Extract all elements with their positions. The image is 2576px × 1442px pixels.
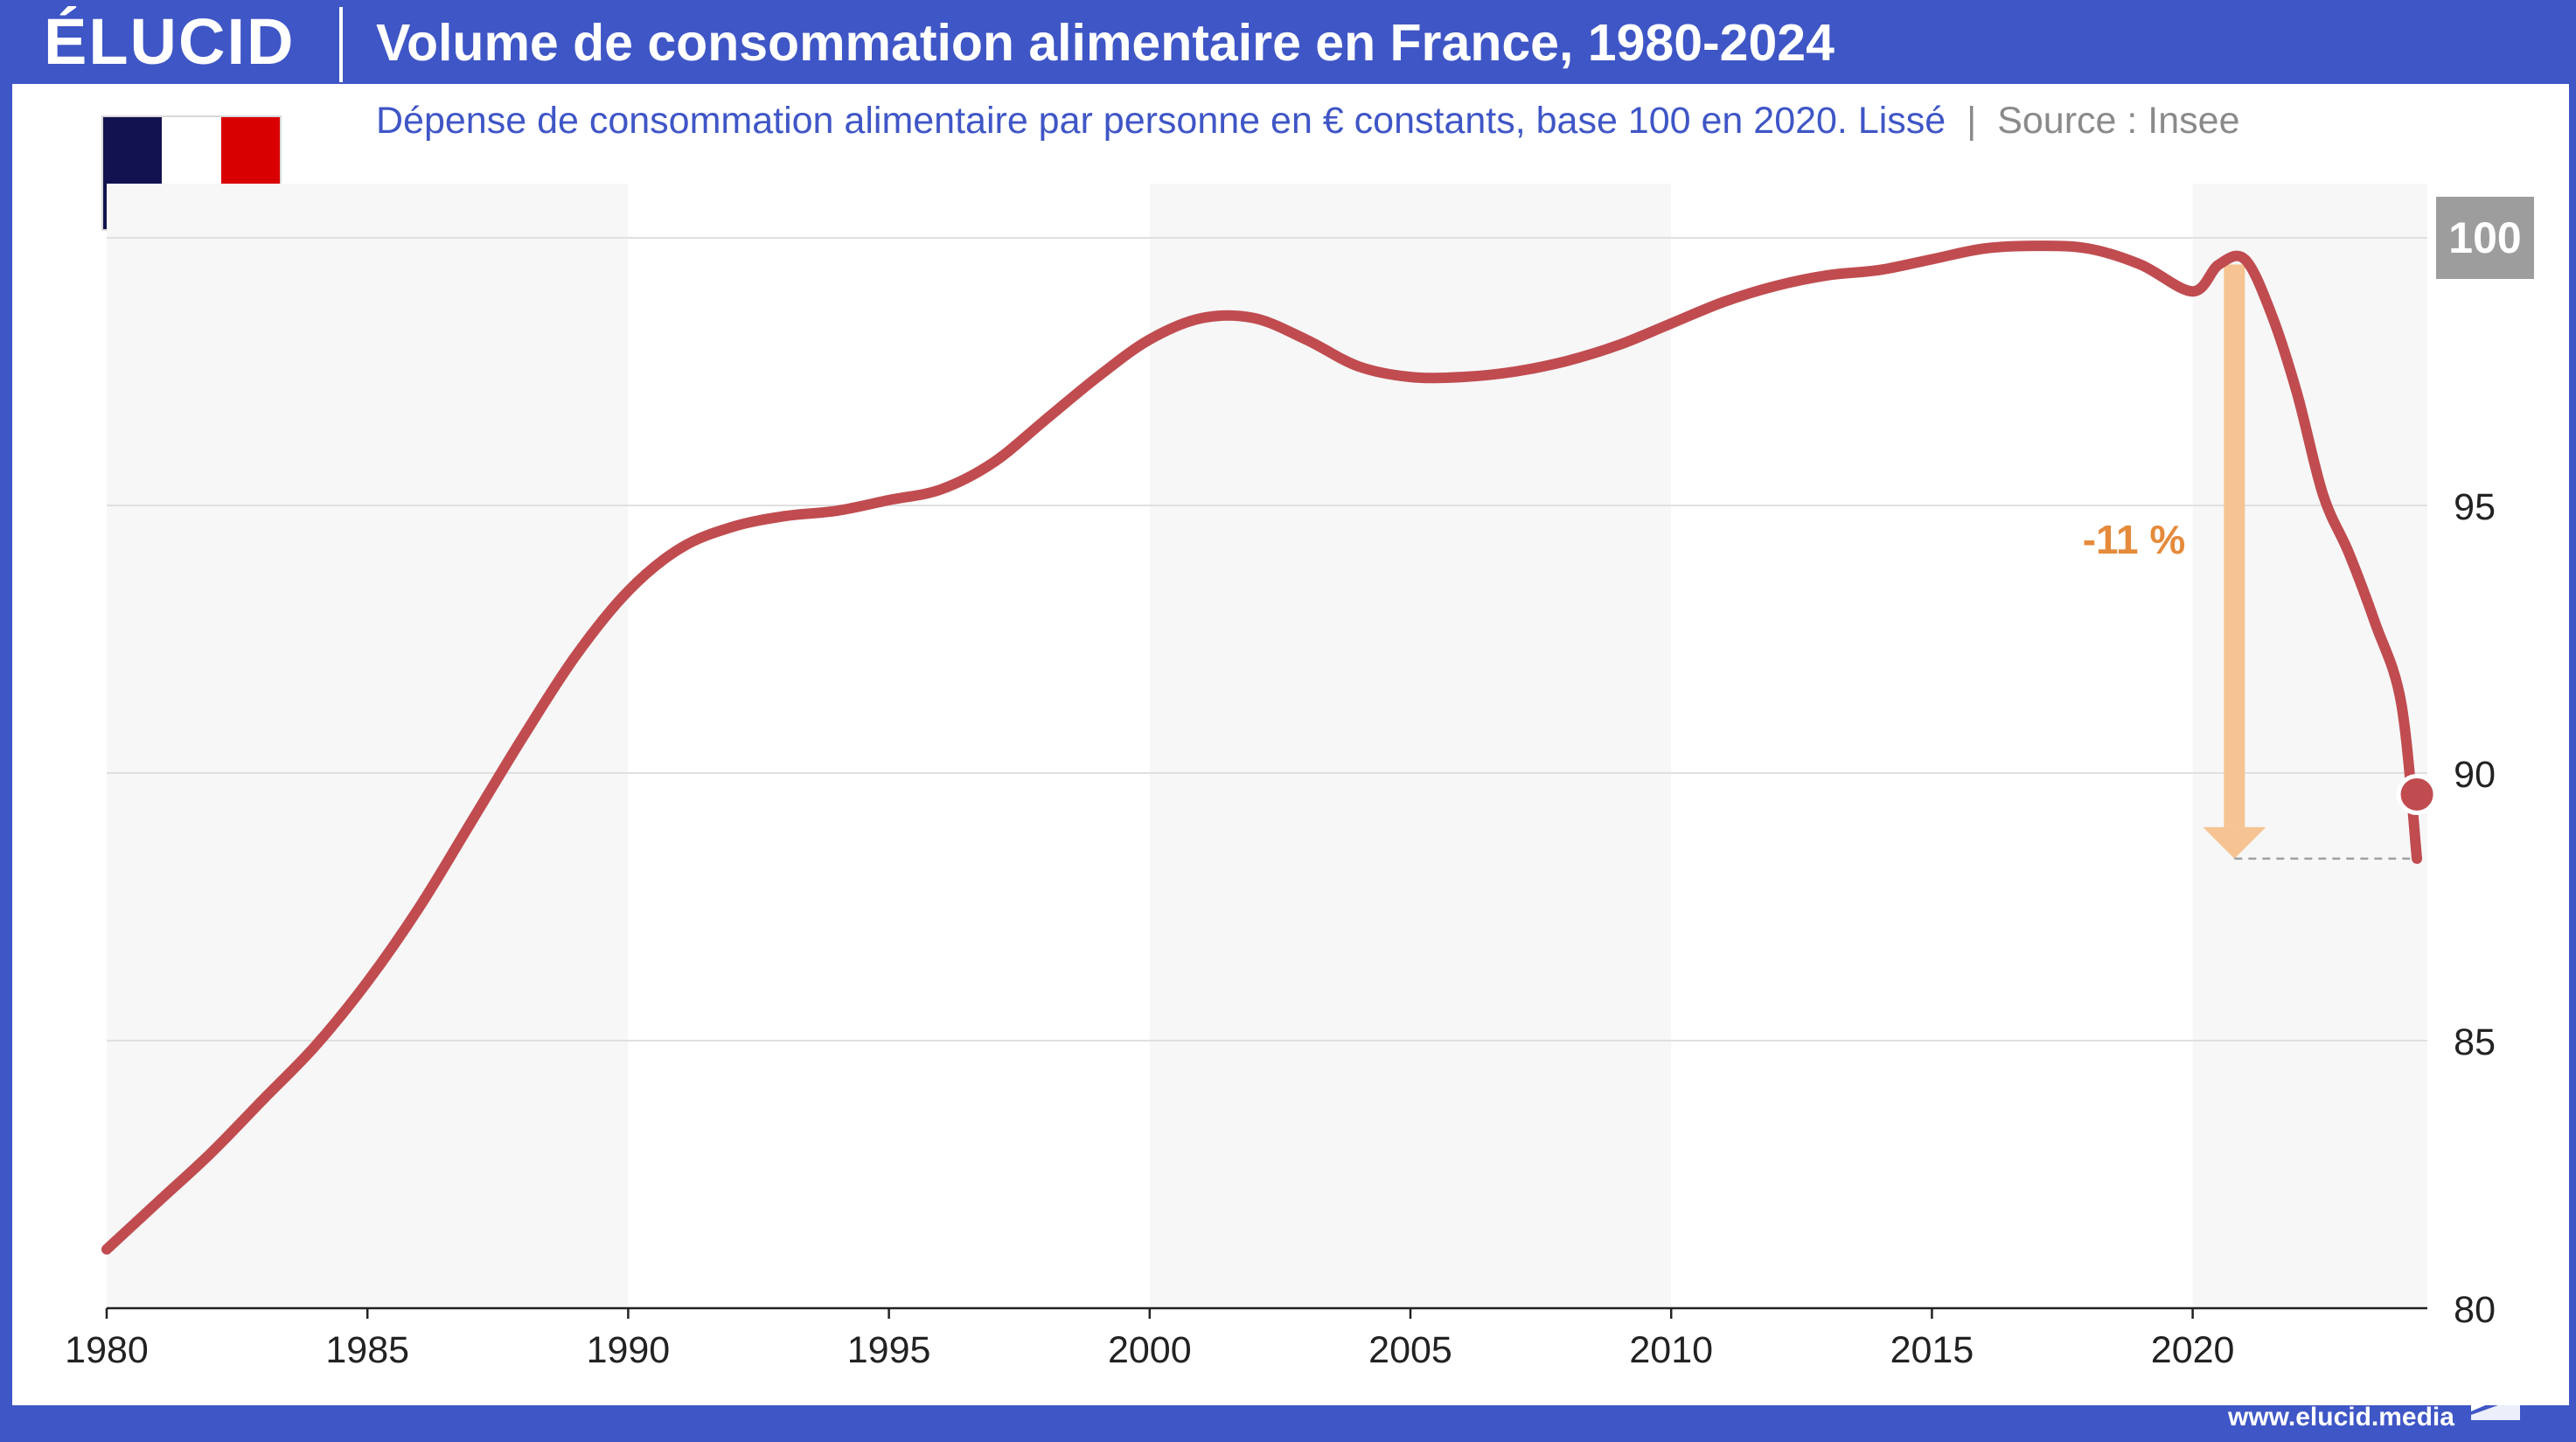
x-tick-label-1980: 1980 [65, 1329, 149, 1371]
header-divider [339, 7, 343, 82]
x-tick-label-2000: 2000 [1108, 1329, 1192, 1371]
x-tick-label-2010: 2010 [1629, 1329, 1713, 1371]
decline-percent-label: -11 % [2083, 517, 2186, 562]
x-tick-label-1995: 1995 [847, 1329, 931, 1371]
decline-arrow-shaft [2224, 264, 2245, 827]
y-tick-label-85: 85 [2454, 1021, 2496, 1063]
series-end-marker [2396, 773, 2438, 815]
x-tick-label-2015: 2015 [1890, 1329, 1974, 1371]
chart-subtitle: Dépense de consommation alimentaire par … [376, 96, 2239, 145]
y-tick-label-95: 95 [2454, 486, 2496, 528]
y-tick-label-100: 100 [2448, 213, 2521, 262]
subtitle-description: Dépense de consommation alimentaire par … [376, 100, 1946, 142]
x-tick-label-1990: 1990 [587, 1329, 671, 1371]
y-tick-label-90: 90 [2454, 754, 2496, 796]
series-line [101, 240, 2423, 1255]
elucid-mark-icon [2471, 1382, 2520, 1420]
chart-title: Volume de consommation alimentaire en Fr… [376, 14, 1835, 72]
footer-url[interactable]: www.elucid.media [2228, 1403, 2454, 1432]
shaded-band-1 [1149, 184, 1672, 1308]
elucid-logo: ÉLUCID [44, 5, 296, 78]
x-tick-label-1985: 1985 [325, 1329, 409, 1371]
x-tick-label-2020: 2020 [2151, 1329, 2235, 1371]
shaded-band-0 [107, 184, 629, 1308]
header-bar: ÉLUCID Volume de consommation alimentair… [0, 0, 2576, 84]
subtitle-source: Source : Insee [1997, 100, 2240, 142]
x-tick-label-2005: 2005 [1368, 1329, 1452, 1371]
decline-arrow-head [2203, 826, 2266, 859]
y-tick-highlight-box [2436, 197, 2534, 279]
y-tick-label-80: 80 [2454, 1289, 2496, 1331]
subtitle-separator: | [1967, 100, 1977, 142]
